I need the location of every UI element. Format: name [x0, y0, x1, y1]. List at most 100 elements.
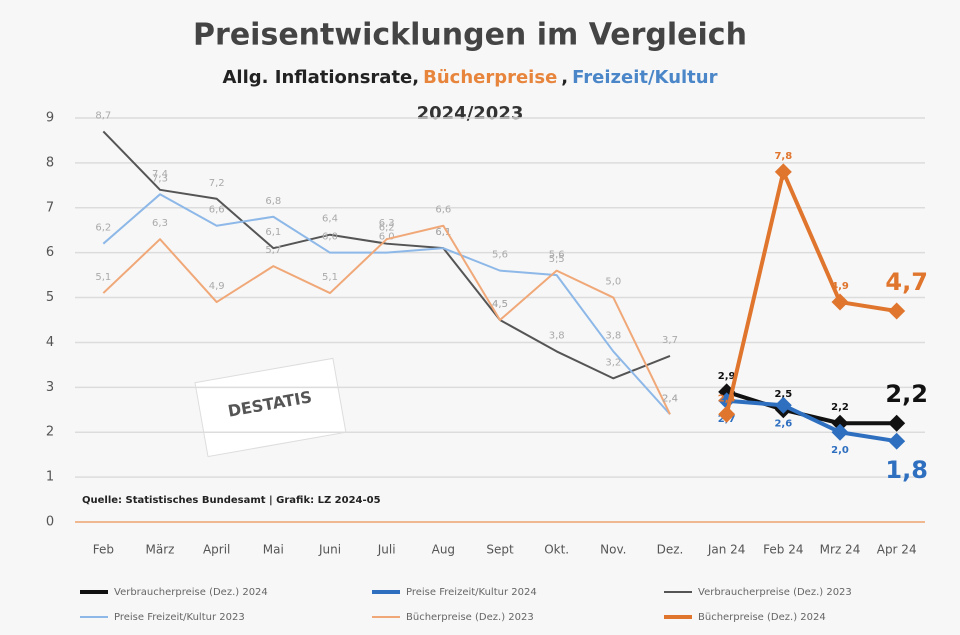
data-label: 2,4	[662, 393, 678, 404]
x-tick-label: Aug	[432, 543, 455, 557]
data-label: 4,7	[885, 268, 928, 296]
series-line	[726, 389, 897, 426]
marker	[774, 396, 792, 414]
data-label: 7,4	[152, 169, 168, 180]
marker	[888, 302, 906, 320]
data-label: 5,1	[322, 272, 338, 283]
data-label: 7,2	[209, 178, 225, 189]
source: Quelle: Statistisches Bundesamt | Grafik…	[82, 495, 381, 506]
data-label: 6,3	[152, 218, 168, 229]
series-line	[724, 169, 897, 415]
data-label: 5,7	[265, 245, 281, 256]
data-label: 5,0	[605, 277, 621, 288]
data-label: 7,8	[774, 151, 792, 162]
series-line	[102, 193, 671, 415]
y-tick-label: 3	[46, 380, 54, 395]
x-tick-label: Feb 24	[763, 543, 803, 557]
data-label: 6,1	[435, 227, 451, 238]
x-tick-label: Jan 24	[707, 543, 746, 557]
data-label: 2,5	[774, 389, 792, 400]
data-label: 6,6	[435, 205, 451, 216]
x-tick-label: April	[203, 543, 230, 557]
data-label: 2,4	[662, 393, 678, 404]
chart-subtitle: Allg. Inflationsrate, Bücherpreise, Freize…	[223, 67, 718, 88]
data-label: 6,0	[379, 232, 395, 243]
marker	[888, 414, 906, 432]
y-tick-label: 6	[46, 245, 54, 260]
marker	[831, 414, 849, 432]
x-tick-label: Nov.	[600, 543, 626, 557]
legend-label: Preise Freizeit/Kultur 2024	[406, 587, 537, 598]
x-tick-label: Okt.	[544, 543, 569, 557]
x-tick-label: Sept	[486, 543, 514, 557]
data-label: 6,8	[265, 196, 281, 207]
chart-title: Preisentwicklungen im Vergleich	[193, 18, 747, 53]
y-tick-label: 8	[46, 155, 54, 170]
data-label: 3,8	[549, 330, 565, 341]
x-tick-label: Apr 24	[877, 543, 917, 557]
series-line	[726, 398, 897, 444]
legend-label: Verbraucherpreise (Dez.) 2024	[114, 587, 268, 598]
data-label: 4,5	[492, 299, 508, 310]
data-label: 4,5	[492, 299, 508, 310]
x-tick-label: Juni	[318, 543, 341, 557]
data-label: 2,9	[718, 371, 736, 382]
data-label: 2,4	[718, 393, 736, 404]
data-label: 6,2	[95, 223, 111, 234]
data-label: 1,8	[885, 456, 928, 484]
marker	[831, 423, 849, 441]
data-label: 6,1	[435, 227, 451, 238]
x-tick-label: Dez.	[657, 543, 684, 557]
data-label: 4,9	[209, 281, 225, 292]
data-label: 6,2	[379, 223, 395, 234]
legend-label: Preise Freizeit/Kultur 2023	[114, 612, 245, 623]
series-line	[102, 130, 671, 380]
data-label: 2,2	[831, 402, 849, 413]
data-label: 3,2	[605, 357, 621, 368]
subtitle-part: ,	[561, 67, 568, 88]
data-label: 5,6	[549, 250, 565, 261]
y-tick-label: 4	[46, 335, 54, 350]
data-label: 3,7	[662, 335, 678, 346]
data-label: 5,1	[95, 272, 111, 283]
data-label: 6,1	[265, 227, 281, 238]
marker	[718, 405, 736, 423]
chart-subtitle-2: 2024/2023	[417, 103, 524, 124]
x-tick-label: Mai	[263, 543, 284, 557]
data-label: 6,6	[209, 205, 225, 216]
y-tick-label: 5	[46, 290, 54, 305]
x-tick-label: Mrz 24	[820, 543, 861, 557]
x-tick-label: März	[146, 543, 175, 557]
data-label: 3,8	[605, 330, 621, 341]
data-label: 6,3	[379, 218, 395, 229]
series-line	[102, 224, 671, 415]
legend-label: Bücherpreise (Dez.) 2023	[406, 612, 534, 623]
x-tick-label: Feb	[93, 543, 114, 557]
legend-label: Bücherpreise (Dez.) 2024	[698, 612, 826, 623]
data-label: 5,6	[492, 250, 508, 261]
y-tick-label: 2	[46, 425, 54, 440]
subtitle-part: Bücherpreise	[423, 67, 557, 88]
data-label: 2,0	[831, 445, 849, 456]
data-label: 5,5	[549, 254, 565, 265]
y-tick-label: 0	[46, 515, 54, 530]
y-tick-label: 7	[46, 200, 54, 215]
subtitle-part: Allg. Inflationsrate,	[223, 67, 420, 88]
y-tick-label: 9	[46, 111, 54, 126]
y-tick-label: 1	[46, 470, 54, 485]
data-label: 8,7	[95, 110, 111, 121]
data-label: 2,2	[885, 380, 928, 408]
marker	[774, 163, 792, 181]
marker	[831, 293, 849, 311]
subtitle-part: Freizeit/Kultur	[572, 67, 717, 88]
data-label: 6,0	[322, 232, 338, 243]
data-label: 2,6	[774, 418, 792, 429]
data-label: 4,9	[831, 281, 849, 292]
data-label: 7,3	[152, 173, 168, 184]
data-label: 6,4	[322, 214, 338, 225]
marker	[888, 432, 906, 450]
legend-label: Verbraucherpreise (Dez.) 2023	[698, 587, 852, 598]
x-tick-label: Juli	[377, 543, 396, 557]
